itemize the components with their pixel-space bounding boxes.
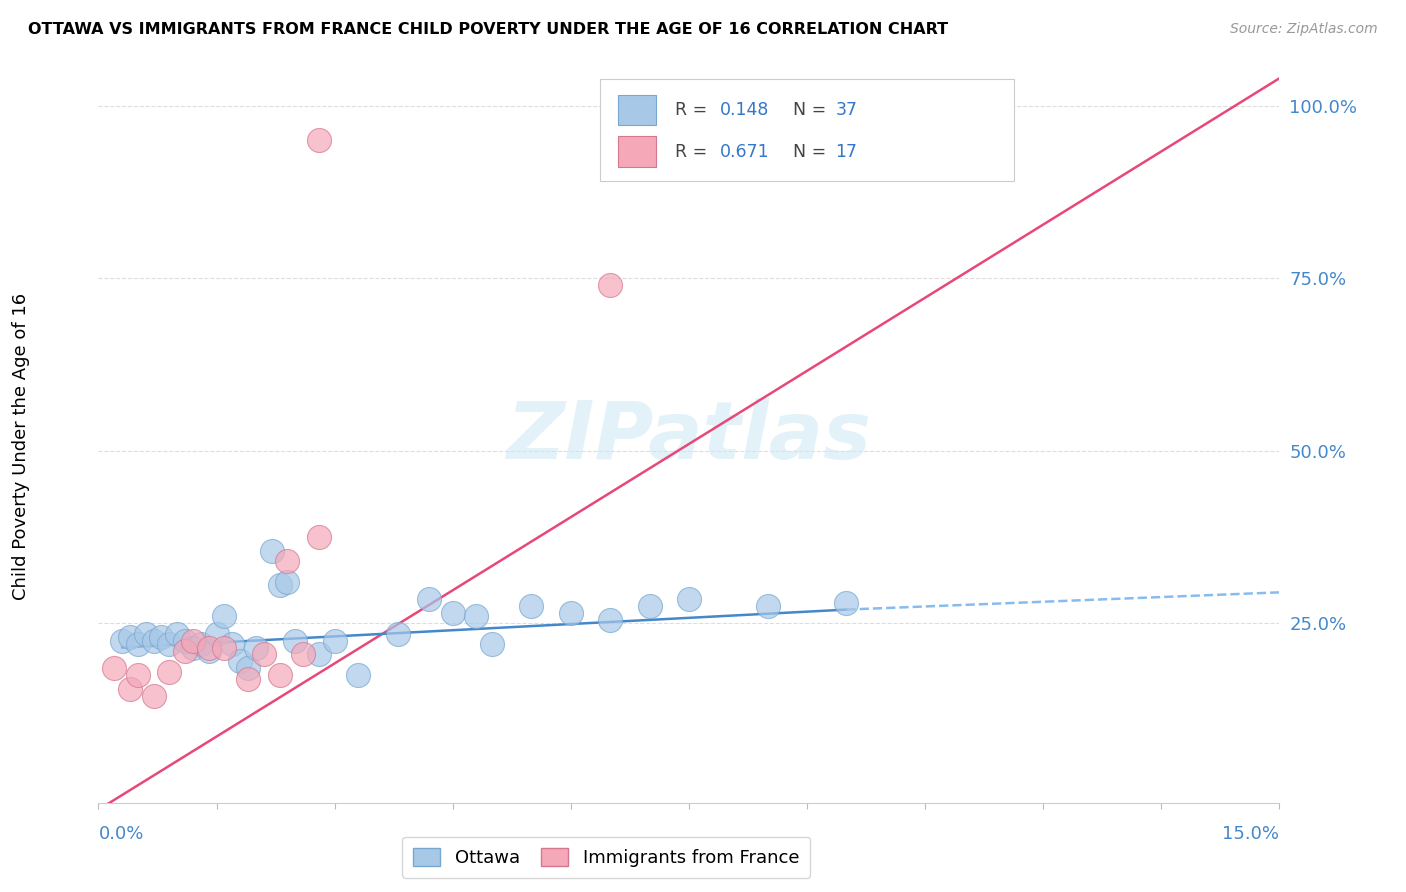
Point (127, 668, 149, 682)
FancyBboxPatch shape (619, 136, 655, 167)
Point (308, 133, 330, 147)
Point (214, 640, 236, 655)
Point (118, 681, 141, 696)
Text: ZIPatlas: ZIPatlas (506, 398, 872, 476)
Point (599, 613, 621, 627)
Text: 17: 17 (835, 143, 858, 161)
Point (142, 633, 165, 648)
Point (127, 637, 149, 651)
Point (103, 661, 125, 675)
Point (347, 668, 370, 682)
Point (197, 640, 219, 655)
Point (236, 672, 259, 686)
Text: R =: R = (675, 101, 713, 120)
Text: 0.0%: 0.0% (98, 825, 143, 843)
Point (181, 640, 204, 655)
Point (253, 648, 276, 662)
Point (835, 596, 858, 610)
Text: R =: R = (675, 143, 713, 161)
Legend: Ottawa, Immigrants from France: Ottawa, Immigrants from France (402, 837, 810, 878)
Text: N =: N = (793, 143, 831, 161)
Text: 0.671: 0.671 (720, 143, 769, 161)
Text: N =: N = (793, 101, 831, 120)
Text: Child Poverty Under the Age of 16: Child Poverty Under the Age of 16 (13, 293, 30, 599)
Point (560, 606, 582, 620)
Text: 15.0%: 15.0% (1222, 825, 1279, 843)
Point (678, 592, 700, 607)
Point (260, 544, 283, 558)
Point (229, 654, 252, 668)
Point (481, 637, 503, 651)
Point (323, 633, 346, 648)
Point (418, 592, 440, 607)
FancyBboxPatch shape (619, 95, 655, 126)
Point (292, 648, 315, 662)
Point (205, 626, 228, 640)
Point (135, 626, 157, 640)
Point (308, 648, 330, 662)
Point (111, 633, 134, 648)
Point (308, 530, 330, 544)
Point (245, 640, 267, 655)
Point (520, 599, 543, 614)
Point (197, 644, 219, 658)
Point (441, 606, 464, 620)
Point (142, 689, 165, 703)
Point (284, 633, 307, 648)
Text: OTTAWA VS IMMIGRANTS FROM FRANCE CHILD POVERTY UNDER THE AGE OF 16 CORRELATION C: OTTAWA VS IMMIGRANTS FROM FRANCE CHILD P… (28, 22, 948, 37)
Point (190, 637, 212, 651)
Point (599, 278, 621, 293)
Point (465, 609, 488, 624)
Point (276, 554, 298, 568)
Point (174, 633, 197, 648)
Point (174, 644, 197, 658)
Point (181, 633, 204, 648)
FancyBboxPatch shape (600, 78, 1014, 181)
Text: 0.148: 0.148 (720, 101, 769, 120)
Point (638, 599, 661, 614)
Point (269, 668, 291, 682)
Point (387, 626, 409, 640)
Point (269, 578, 291, 592)
Point (157, 637, 180, 651)
Point (150, 630, 173, 644)
Point (276, 574, 298, 589)
Point (166, 626, 188, 640)
Text: 37: 37 (835, 101, 858, 120)
Point (214, 609, 236, 624)
Text: Source: ZipAtlas.com: Source: ZipAtlas.com (1230, 22, 1378, 37)
Point (118, 630, 141, 644)
Point (221, 637, 243, 651)
Point (236, 661, 259, 675)
Point (756, 599, 779, 614)
Point (157, 665, 180, 679)
